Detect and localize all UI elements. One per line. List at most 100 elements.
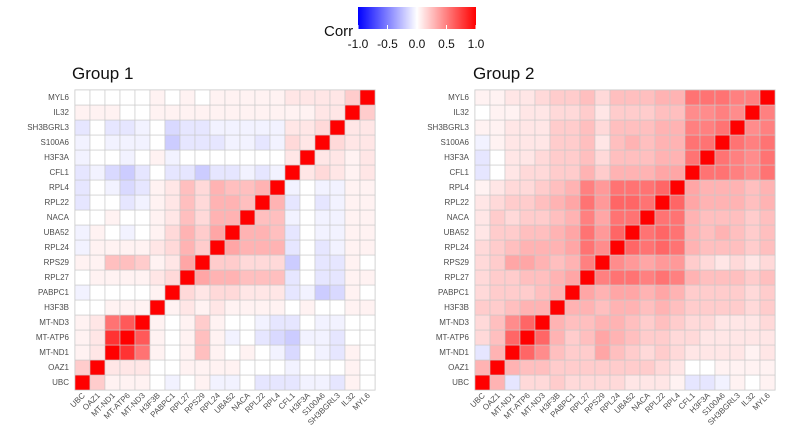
heatmap-cell bbox=[549, 134, 566, 151]
heatmap-cell bbox=[579, 224, 596, 241]
heatmap-cell bbox=[519, 344, 536, 361]
heatmap-cell bbox=[669, 104, 686, 121]
heatmap-cell bbox=[489, 104, 506, 121]
heatmap-cell bbox=[609, 239, 626, 256]
y-tick-label: RPL4 bbox=[449, 183, 470, 192]
heatmap-cell bbox=[699, 149, 716, 166]
heatmap-cell bbox=[134, 209, 151, 226]
heatmap-cell bbox=[699, 329, 716, 346]
heatmap-cell bbox=[134, 119, 151, 136]
heatmap-cell bbox=[684, 179, 701, 196]
legend-tick-label: 0.0 bbox=[409, 37, 426, 51]
heatmap-cell bbox=[654, 164, 671, 181]
heatmap-cell bbox=[624, 359, 641, 376]
heatmap-cell bbox=[654, 209, 671, 226]
heatmap-cell bbox=[314, 299, 331, 316]
heatmap-cell bbox=[609, 359, 626, 376]
heatmap-cell bbox=[149, 299, 166, 316]
heatmap-cell bbox=[209, 209, 226, 226]
heatmap-cell bbox=[669, 254, 686, 271]
heatmap-cell bbox=[239, 374, 256, 391]
heatmap-cell bbox=[314, 104, 331, 121]
heatmap-cell bbox=[314, 314, 331, 331]
y-tick-label: H3F3A bbox=[44, 153, 70, 162]
heatmap-cell bbox=[149, 269, 166, 286]
heatmap-cell bbox=[269, 374, 286, 391]
heatmap-cell bbox=[624, 329, 641, 346]
heatmap-cell bbox=[179, 164, 196, 181]
heatmap-cell bbox=[504, 104, 521, 121]
heatmap-cell bbox=[579, 374, 596, 391]
heatmap-cell bbox=[329, 359, 346, 376]
heatmap-cell bbox=[729, 329, 746, 346]
heatmap-cell bbox=[489, 269, 506, 286]
heatmap-cell bbox=[474, 209, 491, 226]
heatmap-cell bbox=[609, 224, 626, 241]
heatmap-cell bbox=[119, 164, 136, 181]
heatmap-cell bbox=[504, 344, 521, 361]
heatmap-cell bbox=[519, 254, 536, 271]
heatmap-cell bbox=[74, 374, 91, 391]
heatmap-cell bbox=[534, 269, 551, 286]
heatmap-cell bbox=[594, 239, 611, 256]
heatmap-cell bbox=[239, 359, 256, 376]
heatmap-cell bbox=[359, 254, 376, 271]
heatmap-cell bbox=[284, 344, 301, 361]
heatmap-cell bbox=[729, 374, 746, 391]
heatmap-cell bbox=[564, 164, 581, 181]
heatmap-cell bbox=[609, 284, 626, 301]
heatmap-cell bbox=[489, 239, 506, 256]
heatmap-cell bbox=[609, 209, 626, 226]
heatmap-cell bbox=[594, 194, 611, 211]
heatmap-cell bbox=[284, 284, 301, 301]
heatmap-cell bbox=[254, 329, 271, 346]
heatmap-cell bbox=[549, 269, 566, 286]
heatmap-cell bbox=[194, 269, 211, 286]
heatmap-cell bbox=[534, 254, 551, 271]
heatmap-cell bbox=[519, 374, 536, 391]
heatmap-cell bbox=[269, 164, 286, 181]
heatmap-cell bbox=[594, 374, 611, 391]
heatmap-cell bbox=[194, 314, 211, 331]
y-tick-label: UBA52 bbox=[44, 228, 70, 237]
heatmap-cell bbox=[329, 179, 346, 196]
heatmap-cell bbox=[504, 209, 521, 226]
heatmap-cell bbox=[699, 284, 716, 301]
heatmap-cell bbox=[119, 284, 136, 301]
heatmap-cell bbox=[714, 194, 731, 211]
heatmap-cell bbox=[489, 194, 506, 211]
heatmap-cell bbox=[104, 209, 121, 226]
heatmap-cell bbox=[344, 149, 361, 166]
heatmap-cell bbox=[254, 134, 271, 151]
heatmap-cell bbox=[474, 224, 491, 241]
heatmap-cell bbox=[609, 254, 626, 271]
heatmap-cell bbox=[269, 329, 286, 346]
heatmap-cell bbox=[89, 104, 106, 121]
heatmap-panel-group-1: Group 1 UBC OAZ1 MT-ND1 MT-ATP6 MT-ND3 H3F3B P… bbox=[0, 58, 400, 443]
heatmap-cell bbox=[759, 314, 776, 331]
heatmap-cell bbox=[594, 149, 611, 166]
heatmap-cell bbox=[134, 284, 151, 301]
heatmap-cell bbox=[684, 254, 701, 271]
heatmap-cell bbox=[239, 149, 256, 166]
heatmap-cell bbox=[504, 239, 521, 256]
y-tick-label: RPL24 bbox=[45, 243, 70, 252]
heatmap-cell bbox=[284, 224, 301, 241]
heatmap-cell bbox=[519, 164, 536, 181]
heatmap-cell bbox=[209, 344, 226, 361]
heatmap-cell bbox=[254, 269, 271, 286]
heatmap-cell bbox=[359, 179, 376, 196]
heatmap-cell bbox=[504, 284, 521, 301]
heatmap-cell bbox=[639, 269, 656, 286]
heatmap-cell bbox=[474, 89, 491, 106]
heatmap-cell bbox=[519, 89, 536, 106]
heatmap-cell bbox=[594, 299, 611, 316]
y-tick-label: MT-ND1 bbox=[39, 348, 69, 357]
heatmap-cell bbox=[89, 329, 106, 346]
heatmap-cell bbox=[699, 119, 716, 136]
heatmap-cell bbox=[299, 194, 316, 211]
heatmap-cell bbox=[209, 314, 226, 331]
heatmap-cell bbox=[329, 119, 346, 136]
heatmap-cell bbox=[669, 359, 686, 376]
heatmap-cell bbox=[609, 329, 626, 346]
